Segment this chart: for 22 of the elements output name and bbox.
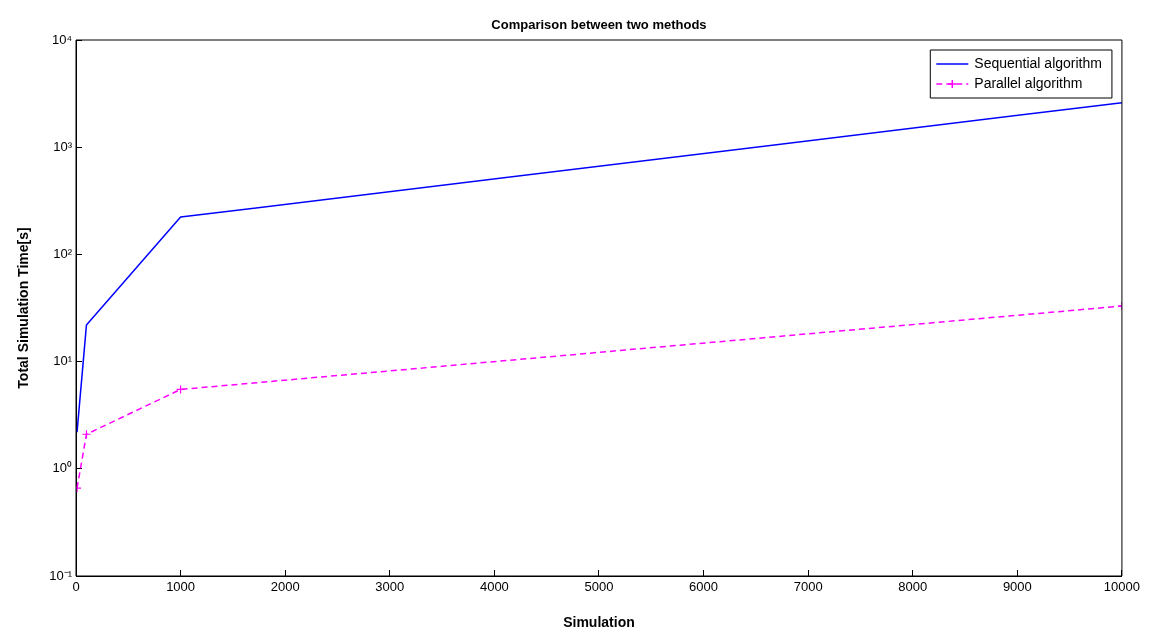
x-tick-label: 4000 [479,579,509,595]
x-axis-title: Simulation [563,613,635,630]
x-tick-label: 1000 [166,579,196,595]
y-axis-title: Total Simulation Time[s] [14,227,31,389]
x-tick-label: 5000 [584,579,614,595]
x-tick-label: 10000 [1103,579,1140,595]
y-tick-label: 10¹ [53,353,73,369]
y-tick-label: 10⁰ [52,460,72,476]
x-tick-label: 9000 [1002,579,1032,595]
y-tick-label: 10² [53,245,73,261]
x-tick-label: 8000 [898,579,928,595]
x-tick-label: 2000 [270,579,300,595]
y-tick-label: 10⁴ [51,31,72,47]
x-tick-label: 7000 [793,579,823,595]
legend-label: Sequential algorithm [974,54,1102,71]
legend-label: Parallel algorithm [974,74,1083,91]
chart-title: Comparison between two methods [491,17,707,33]
x-tick-label: 3000 [375,579,405,595]
y-tick-label: 10⁻¹ [49,567,73,583]
x-tick-label: 0 [72,579,80,595]
x-tick-label: 6000 [689,579,719,595]
y-tick-label: 10³ [53,138,73,154]
